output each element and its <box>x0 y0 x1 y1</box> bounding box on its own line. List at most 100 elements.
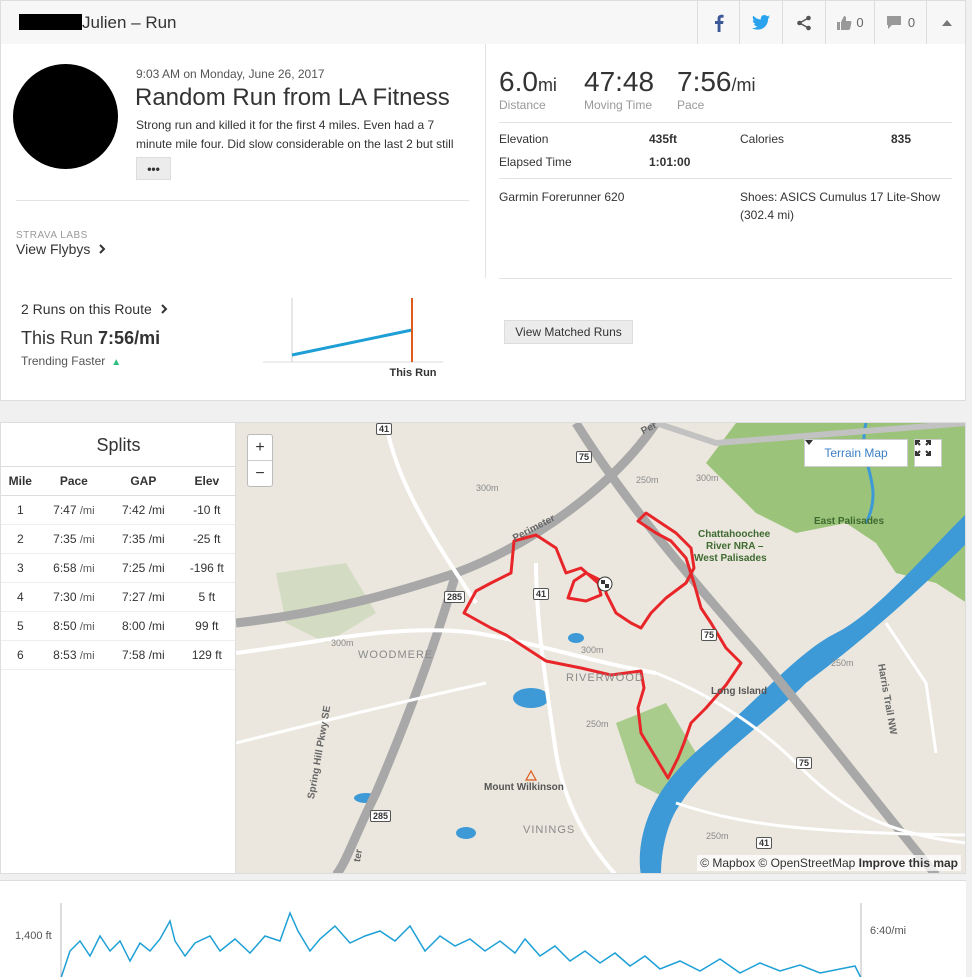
road <box>236 628 657 675</box>
improve-map-link[interactable]: Improve this map <box>858 856 958 870</box>
stat-moving-time: 47:48 Moving Time <box>584 66 654 112</box>
fullscreen-button[interactable] <box>914 439 942 467</box>
view-flybys-label: View Flybys <box>16 241 91 257</box>
zoom-in-button[interactable]: + <box>248 435 272 461</box>
split-elev: 99 ft <box>178 611 235 641</box>
this-run-label: This Run <box>21 328 94 348</box>
table-row[interactable]: 2 7:35 /mi 7:35 /mi -25 ft <box>1 524 235 554</box>
facebook-share-button[interactable] <box>697 1 739 44</box>
contour-label: 250m <box>706 831 729 841</box>
zoom-control: + − <box>247 434 273 487</box>
table-row[interactable]: 3 6:58 /mi 7:25 /mi -196 ft <box>1 553 235 583</box>
table-row[interactable]: 5 8:50 /mi 8:00 /mi 99 ft <box>1 611 235 641</box>
split-pace: 7:35 /mi <box>39 524 109 554</box>
table-row[interactable]: 6 8:53 /mi 7:58 /mi 129 ft <box>1 640 235 670</box>
park-area <box>276 563 376 643</box>
resize-handle[interactable] <box>0 874 966 884</box>
contour-label: 250m <box>831 658 854 668</box>
pace-unit: /mi <box>731 75 756 95</box>
trend-status: Trending Faster ▲ <box>21 354 121 368</box>
map-label: East Palisades <box>814 516 885 527</box>
view-flybys-link[interactable]: View Flybys <box>16 241 106 257</box>
split-elev: -10 ft <box>178 495 235 525</box>
highway-shield: 41 <box>756 837 773 849</box>
highway-75 <box>572 423 940 873</box>
lake <box>456 827 476 839</box>
road <box>534 562 617 873</box>
river <box>639 514 965 873</box>
trend-label: Trending Faster <box>21 354 106 368</box>
split-mile: 5 <box>1 611 40 641</box>
route-comparison-chart: This Run <box>263 298 443 378</box>
caret-down-icon <box>805 440 813 445</box>
split-gap: 7:35 /mi <box>108 524 179 554</box>
distance-label: Distance <box>499 98 546 112</box>
activity-summary-card: 9:03 AM on Monday, June 26, 2017 Random … <box>0 44 966 401</box>
twitter-share-button[interactable] <box>739 1 782 44</box>
chevron-up-icon <box>942 19 952 26</box>
trend-up-icon: ▲ <box>111 357 122 368</box>
pace-value: 7:56 <box>677 66 732 97</box>
runs-on-route-link[interactable]: 2 Runs on this Route <box>21 301 168 317</box>
split-gap: 7:42 /mi <box>108 495 179 525</box>
redacted-name <box>19 14 82 30</box>
map-layer-select[interactable]: Terrain Map <box>804 439 908 467</box>
highway-285 <box>332 571 461 873</box>
park-area <box>706 423 965 602</box>
highway-perimeter <box>655 423 965 447</box>
chevron-right-icon <box>160 304 168 314</box>
col-mile: Mile <box>1 466 40 496</box>
highway-shield: 75 <box>796 757 813 769</box>
col-gap: GAP <box>108 466 179 496</box>
stat-pace: 7:56/mi Pace <box>677 66 756 112</box>
split-pace: 8:50 /mi <box>39 611 109 641</box>
more-description-button[interactable]: ••• <box>136 157 171 180</box>
map-label: West Palisades <box>694 553 767 564</box>
pace-axis-label: 6:40/mi <box>870 925 907 937</box>
split-elev: -25 ft <box>178 524 235 554</box>
run-route <box>462 511 743 780</box>
distance-unit: mi <box>537 75 557 95</box>
elapsed-time-value: 1:01:00 <box>649 155 691 169</box>
shoes-distance: (302.4 mi) <box>740 208 795 222</box>
share-icon <box>797 15 811 30</box>
contour-label: 250m <box>586 719 609 729</box>
highway-shield: 41 <box>376 423 393 435</box>
road <box>884 622 938 754</box>
runs-on-route-label: 2 Runs on this Route <box>21 301 152 317</box>
map-label: Chattahoochee <box>698 529 771 540</box>
activity-date: 9:03 AM on Monday, June 26, 2017 <box>136 67 325 81</box>
zoom-out-button[interactable]: − <box>255 465 265 482</box>
split-mile: 3 <box>1 553 40 583</box>
route-map[interactable]: Chattahoochee River NRA – West Palisades… <box>235 422 966 874</box>
view-matched-runs-button[interactable]: View Matched Runs <box>504 320 633 344</box>
attribution-text[interactable]: © Mapbox © OpenStreetMap <box>700 856 856 870</box>
chart-this-run-label: This Run <box>389 367 436 378</box>
avatar[interactable] <box>13 64 118 169</box>
table-row[interactable]: 4 7:30 /mi 7:27 /mi 5 ft <box>1 582 235 612</box>
activity-description: Strong run and killed it for the first 4… <box>136 118 454 151</box>
col-elev: Elev <box>178 466 235 496</box>
map-label: Long Island <box>711 686 768 697</box>
table-row[interactable]: 1 7:47 /mi 7:42 /mi -10 ft <box>1 495 235 525</box>
split-elev: 129 ft <box>178 640 235 670</box>
shoes-info[interactable]: Shoes: ASICS Cumulus 17 Lite-Show (302.4… <box>740 188 955 224</box>
kudos-button[interactable]: 0 <box>825 1 874 44</box>
elevation-pace-profile[interactable]: 1,400 ft 6:40/mi <box>0 880 966 977</box>
split-pace: 8:53 /mi <box>39 640 109 670</box>
elevation-axis-label: 1,400 ft <box>15 930 52 942</box>
lake <box>513 688 549 708</box>
map-label: WOODMERE <box>358 649 434 661</box>
collapse-button[interactable] <box>926 1 967 44</box>
elevation-label: Elevation <box>499 132 549 146</box>
elevation-value: 435ft <box>649 132 678 146</box>
share-button[interactable] <box>782 1 825 44</box>
split-elev: 5 ft <box>178 582 235 612</box>
split-mile: 1 <box>1 495 40 525</box>
device-name: Garmin Forerunner 620 <box>499 190 625 204</box>
elapsed-time-label: Elapsed Time <box>499 155 572 169</box>
contour-label: 300m <box>581 645 604 655</box>
road <box>384 423 478 605</box>
divider <box>499 122 952 123</box>
comment-button[interactable]: 0 <box>874 1 926 44</box>
